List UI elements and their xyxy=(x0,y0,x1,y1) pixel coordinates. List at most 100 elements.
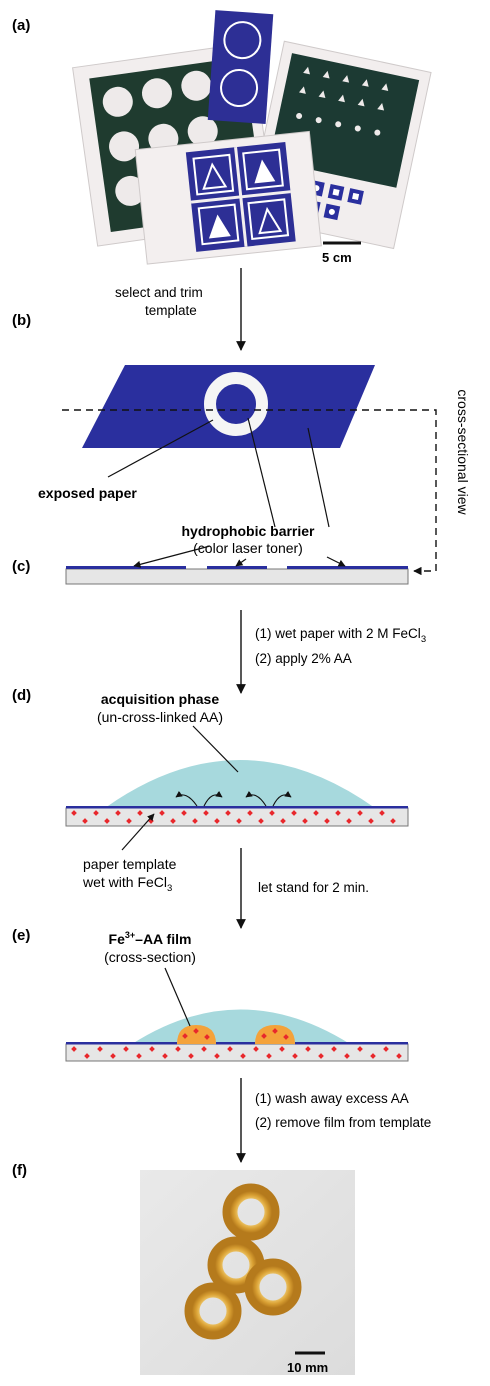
iron-ion-dot xyxy=(370,1053,376,1059)
iron-ion-dot xyxy=(225,810,231,816)
iron-ion-dot xyxy=(335,810,341,816)
iron-ion-dot xyxy=(247,810,253,816)
iron-ions-e xyxy=(71,1028,402,1059)
iron-ion-dot xyxy=(253,1046,259,1052)
leader-barrier-1 xyxy=(247,417,276,528)
paper-template-line2-subscript: 3 xyxy=(167,883,172,894)
leader-exposed-paper xyxy=(107,419,214,478)
step-select-line1: select and trim xyxy=(115,285,203,300)
iron-ion-dot xyxy=(71,1046,77,1052)
iron-ion-dot xyxy=(269,810,275,816)
iron-ion-dot xyxy=(204,1034,210,1040)
scale-label-f: 10 mm xyxy=(287,1360,328,1375)
template-photo xyxy=(72,10,432,265)
film-right xyxy=(255,1025,295,1044)
ring-film xyxy=(222,1183,280,1241)
iron-ion-dot xyxy=(383,1046,389,1052)
film-left xyxy=(177,1025,216,1044)
film-title-suffix: –AA film xyxy=(135,931,191,947)
exposed-paper-label: exposed paper xyxy=(38,485,137,501)
film-title-prefix: Fe xyxy=(109,931,126,947)
iron-ion-dot xyxy=(344,1053,350,1059)
iron-ion-dot xyxy=(279,1046,285,1052)
iron-ion-dot xyxy=(283,1034,289,1040)
ring-film xyxy=(244,1258,302,1316)
iron-ion-dot xyxy=(240,1053,246,1059)
arrow-toner-mid xyxy=(235,558,247,567)
arrow-toner-left xyxy=(133,545,211,568)
iron-ion-dot xyxy=(313,810,319,816)
iron-ion-dot xyxy=(84,1053,90,1059)
panel-label-a: (a) xyxy=(12,17,30,34)
hydrophobic-barrier-label: hydrophobic barrier xyxy=(181,523,315,539)
panel-label-b: (b) xyxy=(12,312,31,329)
iron-ion-dot xyxy=(115,810,121,816)
paper-template-line1: paper template xyxy=(83,856,177,872)
diffusion-arrow xyxy=(203,790,223,807)
iron-ion-dot xyxy=(188,1053,194,1059)
iron-ion-dot xyxy=(123,1046,129,1052)
leader-barrier-2 xyxy=(307,427,330,528)
cross-section-label: (cross-section) xyxy=(104,949,196,965)
iron-ion-dot xyxy=(104,818,110,824)
cross-section-d xyxy=(65,760,409,827)
step-wash: (1) wash away excess AA xyxy=(255,1091,409,1106)
iron-ion-dot xyxy=(291,810,297,816)
step-select-line2: template xyxy=(145,303,197,318)
iron-ion-dot xyxy=(236,818,242,824)
iron-ion-dot xyxy=(324,818,330,824)
scale-bar-a: 5 cm xyxy=(322,241,361,265)
iron-ion-dot xyxy=(227,1046,233,1052)
step-wet-paper-subscript: 3 xyxy=(421,634,426,645)
iron-ion-dot xyxy=(357,810,363,816)
iron-ion-dot xyxy=(181,810,187,816)
iron-ion-dot xyxy=(71,810,77,816)
iron-ion-dot xyxy=(302,818,308,824)
arrow-toner-right xyxy=(326,556,346,567)
leader-acquisition-phase xyxy=(192,725,239,773)
iron-ion-dot xyxy=(203,810,209,816)
iron-ion-dot xyxy=(126,818,132,824)
iron-ion-dot xyxy=(318,1053,324,1059)
iron-ion-dot xyxy=(82,818,88,824)
cross-sectional-view-label: cross-sectional view xyxy=(455,389,471,515)
ring-film xyxy=(184,1282,242,1340)
diffusion-arrow xyxy=(272,790,292,807)
iron-ion-dot xyxy=(261,1033,267,1039)
iron-ion-dot xyxy=(201,1046,207,1052)
iron-ion-dot xyxy=(305,1046,311,1052)
iron-ion-dot xyxy=(214,818,220,824)
iron-ion-dot xyxy=(390,818,396,824)
template-sheet xyxy=(82,365,375,448)
scale-label-a: 5 cm xyxy=(322,250,352,265)
iron-ion-dot xyxy=(357,1046,363,1052)
iron-ion-dot xyxy=(396,1053,402,1059)
iron-ion-dot xyxy=(110,1053,116,1059)
iron-ion-dot xyxy=(258,818,264,824)
iron-ion-dot xyxy=(93,810,99,816)
panel-label-c: (c) xyxy=(12,558,30,575)
paper-template-line2: wet with FeCl3 xyxy=(82,874,172,894)
step-wet-paper: (1) wet paper with 2 M FeCl3 xyxy=(255,626,426,645)
step-remove: (2) remove film from template xyxy=(255,1115,431,1130)
iron-ion-dot xyxy=(162,1053,168,1059)
panel-label-d: (d) xyxy=(12,687,31,704)
iron-ion-dot xyxy=(192,818,198,824)
film-title-superscript: 3+ xyxy=(125,930,135,940)
iron-ion-dot xyxy=(159,810,165,816)
panel-label-f: (f) xyxy=(12,1162,27,1179)
iron-ion-dot xyxy=(175,1046,181,1052)
iron-ion-dot xyxy=(97,1046,103,1052)
iron-ion-dot xyxy=(379,810,385,816)
panel-label-e: (e) xyxy=(12,927,30,944)
diffusion-arrow xyxy=(245,790,267,807)
step-apply-aa: (2) apply 2% AA xyxy=(255,651,352,666)
iron-ion-dot xyxy=(182,1033,188,1039)
iron-ion-dot xyxy=(272,1028,278,1034)
iron-ion-dot xyxy=(214,1053,220,1059)
iron-ion-dot xyxy=(137,810,143,816)
film-photo xyxy=(140,1170,355,1375)
paper-template-line2-text: wet with FeCl xyxy=(82,874,167,890)
iron-ion-dot xyxy=(331,1046,337,1052)
iron-ion-dot xyxy=(193,1028,199,1034)
